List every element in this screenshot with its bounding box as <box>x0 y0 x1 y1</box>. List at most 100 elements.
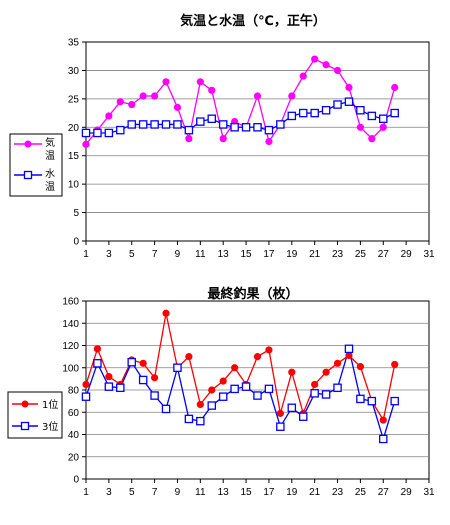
temperature-x-tick-label: 13 <box>218 249 230 260</box>
catch-y-tick-label: 120 <box>62 341 79 352</box>
temperature-series-1-point <box>299 72 307 80</box>
temperature-series-1-point <box>288 92 296 100</box>
legend-marker-1st <box>21 400 29 408</box>
catch-series-2-point <box>150 391 159 400</box>
temperature-y-tick-label: 0 <box>73 237 79 248</box>
temperature-y-tick-label: 20 <box>68 123 80 134</box>
catch-series-2-point <box>310 389 319 398</box>
catch-y-tick-label: 100 <box>62 363 79 374</box>
legend-marker-3rd <box>20 421 30 431</box>
catch-series-1-point <box>276 409 284 417</box>
temperature-series-2-point <box>81 128 91 138</box>
catch-series-2-point <box>264 384 274 394</box>
temperature-legend: 気 温 水 温 <box>9 133 63 197</box>
catch-y-tick-label: 80 <box>68 386 80 397</box>
temperature-legend-box <box>9 133 63 197</box>
temperature-x-tick-label: 7 <box>152 249 158 260</box>
temperature-x-tick-label: 23 <box>332 249 344 260</box>
legend-label-air-temp-2: 温 <box>45 150 55 162</box>
catch-x-tick-label: 17 <box>263 487 275 498</box>
catch-series-2-point <box>253 391 262 400</box>
catch-series-2-point <box>390 396 399 406</box>
catch-series-2-point <box>161 404 171 414</box>
catch-x-tick-label: 7 <box>152 487 158 498</box>
catch-x-tick-label: 9 <box>175 487 181 498</box>
catch-series-2-point <box>207 401 217 410</box>
catch-series-1-point <box>322 368 330 376</box>
temperature-series <box>81 55 399 148</box>
catch-x-tick-label: 19 <box>286 487 298 498</box>
temperature-series-1-point <box>128 100 136 109</box>
temperature-series-2-point <box>150 120 159 129</box>
catch-series-1-point <box>333 359 342 367</box>
catch-series-1-point <box>151 374 159 382</box>
catch-x-tick-label: 21 <box>309 487 321 498</box>
temperature-series-1-point <box>105 112 113 120</box>
catch-series-2-line <box>85 346 396 442</box>
temperature-series-1-point <box>139 92 147 100</box>
catch-x-tick-label: 11 <box>195 487 206 498</box>
temperature-series-2-point <box>264 125 274 135</box>
catch-series-1-point <box>311 380 319 389</box>
catch-series-1-point <box>93 345 102 353</box>
temperature-series-2-point <box>161 120 171 129</box>
temperature-series-1-point <box>116 98 124 106</box>
catch-y-tick-label: 40 <box>68 430 80 441</box>
temperature-series-1-point <box>333 66 342 75</box>
temperature-x-tick-label: 5 <box>129 249 135 260</box>
temperature-series-1-point <box>196 78 204 86</box>
temperature-series-1-point <box>368 135 376 143</box>
catch-series-2-point <box>184 414 194 424</box>
temperature-series-2-point <box>207 114 217 124</box>
temperature-series-2-point <box>230 123 239 132</box>
catch-series-2-point <box>230 384 239 394</box>
temperature-series-2-point <box>367 111 377 121</box>
catch-series-2-point <box>287 403 297 413</box>
catch-series-1-point <box>105 373 113 381</box>
catch-series-2-point <box>344 344 354 354</box>
catch-series-2-point <box>298 412 308 421</box>
catch-series-2-point <box>241 382 251 391</box>
catch-series-2-point <box>276 422 285 431</box>
temperature-series-2-point <box>241 123 251 132</box>
temperature-x-tick-label: 9 <box>175 249 181 260</box>
temperature-x-tick-label: 27 <box>378 249 390 260</box>
temperature-series-1-point <box>322 61 330 69</box>
temperature-y-tick-label: 25 <box>68 94 80 105</box>
temperature-series-1-point <box>391 83 399 92</box>
temperature-series-1-point <box>345 83 353 92</box>
catch-series-1-point <box>219 377 227 385</box>
temperature-x-tick-labels: 1 3 5 7 9 11 13 15 17 19 21 23 25 27 29 31 <box>83 241 435 260</box>
temperature-y-tick-label: 30 <box>68 66 80 77</box>
catch-x-tick-label: 3 <box>106 487 112 498</box>
temperature-series-1-point <box>311 55 319 63</box>
temperature-series-2-point <box>310 108 319 118</box>
catch-x-tick-label: 13 <box>218 487 230 498</box>
catch-x-tick-label: 1 <box>83 487 89 498</box>
catch-x-tick-label: 27 <box>378 487 390 498</box>
catch-x-tick-label: 29 <box>401 487 413 498</box>
catch-series-1-point <box>379 416 387 424</box>
temperature-series-2-point <box>276 120 285 129</box>
temperature-series-2-point <box>218 120 228 129</box>
temperature-series-1-point <box>219 135 227 143</box>
temperature-x-tick-label: 19 <box>286 249 298 260</box>
catch-x-tick-label: 31 <box>423 487 435 498</box>
catch-series-1-point <box>162 309 170 317</box>
temperature-y-tick-label: 35 <box>68 38 80 49</box>
catch-series-1-point <box>253 353 262 361</box>
catch-series-1-point <box>391 360 399 369</box>
catch-series-2-point <box>218 392 228 401</box>
catch-legend: 1位 3位 <box>7 391 63 439</box>
catch-series-1-point <box>265 346 273 354</box>
catch-series-2-point <box>379 434 388 444</box>
temperature-series-2-point <box>379 114 388 124</box>
temperature-chart-title: 気温と水温（℃，正午） <box>180 13 326 29</box>
temperature-series-1-point <box>208 86 216 94</box>
temperature-y-tick-label: 10 <box>68 180 80 191</box>
catch-series-2-point <box>333 383 342 393</box>
catch-series-2-point <box>173 363 182 372</box>
temperature-series-2-point <box>104 128 114 138</box>
catch-x-tick-labels: 1 3 5 7 9 11 13 15 17 19 21 23 25 27 29 31 <box>83 479 435 498</box>
